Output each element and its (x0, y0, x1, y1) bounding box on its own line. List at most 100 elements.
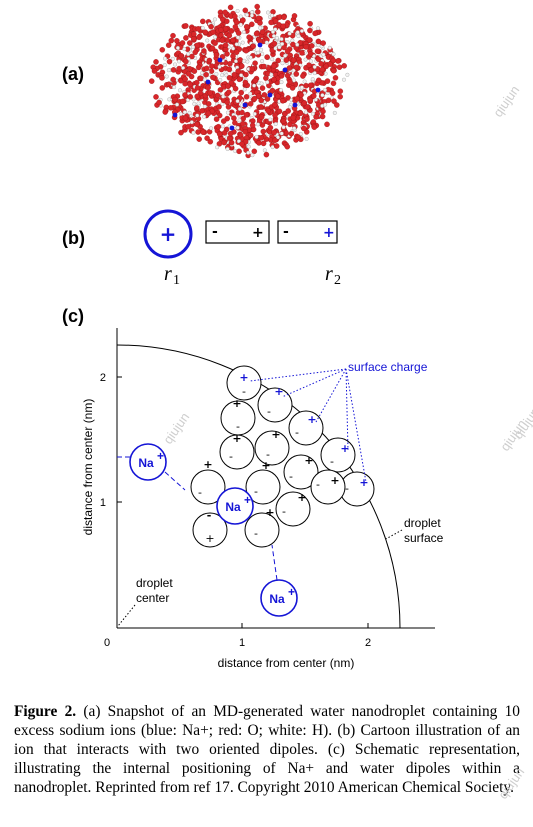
hydrogen-atom (295, 42, 300, 47)
dipole-plus-sign: + (330, 474, 339, 487)
oxygen-atom (212, 40, 218, 46)
oxygen-atom (256, 140, 262, 146)
oxygen-atom (297, 110, 304, 117)
oxygen-atom (319, 66, 326, 73)
dipole-circle (257, 387, 293, 423)
oxygen-atom (251, 95, 258, 102)
oxygen-atom (261, 63, 267, 70)
oxygen-atom (242, 7, 249, 14)
x-tick-1: 1 (239, 637, 245, 649)
hydrogen-atom (292, 78, 296, 83)
hydrogen-atom (275, 135, 280, 140)
oxygen-atom (226, 89, 232, 95)
caption-text: (a) Snapshot of an MD-generated water na… (14, 703, 520, 796)
oxygen-atom (287, 121, 293, 128)
panel-b-label: (b) (62, 228, 85, 248)
hydrogen-atom (316, 26, 320, 31)
oxygen-atom (311, 124, 318, 130)
water-dipole: +- (254, 428, 290, 466)
hydrogen-atom (242, 58, 247, 63)
oxygen-atom (325, 97, 332, 104)
dipole-2-plus: + (323, 225, 335, 241)
dipole-circle (283, 454, 319, 490)
hydrogen-atom (252, 83, 257, 88)
hydrogen-atom (296, 34, 301, 39)
na-ion: Na + (216, 487, 254, 525)
hydrogen-atom (256, 122, 260, 127)
oxygen-atom (261, 92, 268, 98)
oxygen-atom (309, 43, 315, 49)
surface-charge-pointer (249, 368, 347, 382)
water-dipole: +- (288, 410, 324, 446)
hydrogen-atom (320, 93, 325, 98)
oxygen-atom (290, 115, 297, 121)
oxygen-atom (293, 64, 300, 71)
oxygen-atom (252, 60, 258, 66)
oxygen-atom (264, 96, 271, 102)
oxygen-atom (247, 132, 254, 139)
oxygen-atom (194, 42, 201, 49)
sodium-ion-atom (229, 125, 235, 131)
hydrogen-atom (191, 130, 196, 135)
oxygen-atom (313, 114, 319, 120)
figure-caption: Figure 2. (a) Snapshot of an MD-generate… (14, 702, 520, 797)
surface-charge-pointer (345, 368, 349, 451)
oxygen-atom (195, 129, 201, 135)
oxygen-atom (209, 45, 216, 51)
oxygen-atom (204, 135, 210, 141)
hydrogen-atom (186, 52, 191, 57)
hydrogen-atom (254, 134, 259, 139)
oxygen-atom (233, 19, 240, 26)
hydrogen-atom (262, 148, 267, 153)
oxygen-atom (304, 116, 310, 122)
dipole-circle (288, 410, 324, 446)
oxygen-atom (239, 63, 245, 69)
hydrogen-atom (259, 47, 264, 52)
oxygen-atom (272, 112, 278, 118)
oxygen-atom (151, 68, 158, 74)
oxygen-atom (221, 130, 228, 136)
y-tick-2: 2 (100, 372, 106, 384)
hydrogen-atom (279, 131, 284, 136)
hydrogen-atom (220, 124, 225, 129)
oxygen-atom (323, 63, 329, 70)
oxygen-atom (159, 75, 165, 81)
panel-c-plot: 0 1 2 1 2 distance from center (nm) dist… (81, 328, 444, 670)
dipole-minus-sign: - (267, 405, 271, 418)
dipole-1-minus: - (212, 224, 218, 240)
oxygen-atom (198, 75, 204, 82)
oxygen-atom (287, 79, 293, 85)
surface-charge-pointer (315, 368, 347, 423)
hydrogen-atom (195, 113, 200, 118)
dipole-circle (226, 365, 262, 401)
oxygen-atom (260, 128, 267, 135)
oxygen-atom (314, 48, 321, 54)
hydrogen-atom (313, 97, 318, 102)
dipole-plus-sign: + (205, 532, 214, 545)
droplet-center-pointer (117, 604, 136, 627)
oxygen-atom (183, 35, 189, 41)
hydrogen-atom (167, 97, 172, 102)
hydrogen-atom (218, 78, 223, 82)
oxygen-atom (191, 68, 198, 74)
oxygen-atom (263, 151, 270, 158)
oxygen-atom (182, 115, 189, 121)
oxygen-atom (194, 105, 200, 111)
oxygen-atom (252, 77, 259, 84)
oxygen-atom (192, 49, 198, 56)
oxygen-atom (224, 51, 230, 57)
oxygen-atom (224, 99, 231, 106)
dipole-circle (310, 469, 346, 505)
oxygen-atom (271, 101, 278, 108)
oxygen-atom (231, 115, 237, 121)
oxygen-atom (243, 94, 250, 100)
oxygen-atom (238, 89, 244, 96)
r2-label: r (325, 263, 333, 285)
hydrogen-atom (235, 9, 240, 13)
oxygen-atom (232, 120, 238, 126)
hydrogen-atom (265, 80, 270, 85)
watermark-3: qiujun (160, 410, 192, 447)
oxygen-atom (284, 143, 291, 150)
oxygen-atom (200, 18, 206, 25)
hydrogen-atom (236, 139, 241, 144)
